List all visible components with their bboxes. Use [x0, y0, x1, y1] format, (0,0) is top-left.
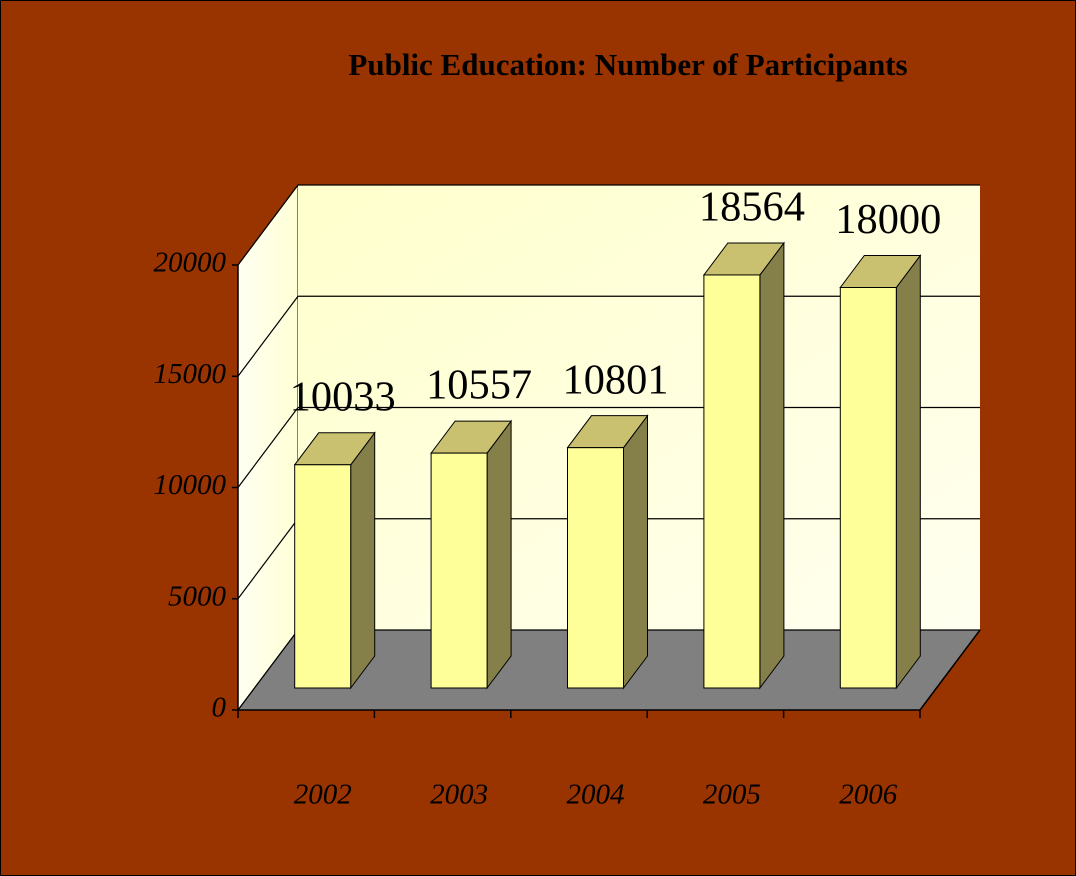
y-tick-label: 10000	[154, 469, 227, 501]
floor-edge	[919, 629, 981, 711]
y-tick-label: 5000	[168, 580, 227, 612]
bar-side	[895, 254, 921, 690]
value-label: 18564	[699, 185, 805, 231]
value-label: 10033	[290, 374, 396, 420]
grid-line	[237, 184, 980, 266]
bar	[839, 287, 897, 689]
x-tick-label: 2004	[567, 779, 625, 811]
bar	[294, 464, 352, 689]
chart-title: Public Education: Number of Participants	[348, 47, 908, 82]
bar-side	[486, 419, 512, 690]
y-tick-label: 20000	[154, 247, 227, 279]
bar-side	[623, 414, 648, 690]
x-tick-label: 2005	[703, 779, 761, 811]
value-label: 10557	[426, 363, 532, 409]
bar-side	[759, 241, 785, 690]
value-label: 10801	[563, 357, 669, 403]
bar	[703, 274, 761, 689]
x-tick-label: 2002	[294, 779, 352, 811]
x-tick-label: 2006	[839, 779, 898, 811]
x-tick-label: 2003	[430, 779, 488, 811]
y-tick-label: 0	[212, 692, 227, 724]
bar	[430, 452, 488, 689]
value-label: 18000	[835, 197, 941, 243]
bar-side	[350, 431, 376, 690]
bar	[567, 447, 624, 689]
y-tick-label: 15000	[154, 358, 227, 390]
